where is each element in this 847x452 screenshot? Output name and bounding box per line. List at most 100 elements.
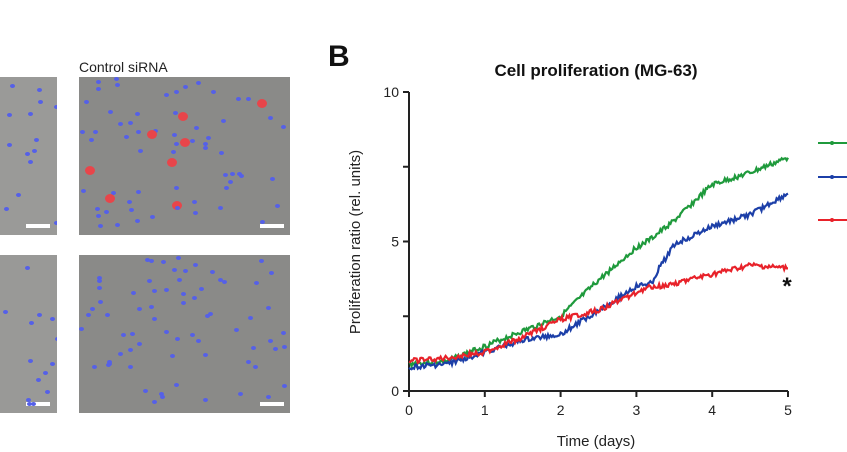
micrograph-top-left xyxy=(0,77,57,235)
x-tick-label: 4 xyxy=(708,402,716,418)
cell-nucleus xyxy=(105,194,116,204)
cell-nucleus xyxy=(118,121,124,126)
cell-nucleus xyxy=(151,289,157,294)
cell-nucleus xyxy=(117,352,123,357)
cell-nucleus xyxy=(202,142,208,147)
cell-nucleus xyxy=(6,113,12,118)
cell-nucleus xyxy=(106,359,112,364)
legend-marker-green xyxy=(830,141,834,145)
x-tick-label: 1 xyxy=(481,402,489,418)
cell-nucleus xyxy=(107,110,113,115)
cell-nucleus xyxy=(245,97,251,102)
cell-nucleus xyxy=(137,307,143,312)
cell-nucleus xyxy=(148,259,154,264)
cell-nucleus xyxy=(25,151,31,156)
cell-nucleus xyxy=(173,111,179,116)
cell-nucleus xyxy=(202,352,208,357)
cell-nucleus xyxy=(127,199,133,204)
scale-bar xyxy=(260,402,284,406)
cell-nucleus xyxy=(149,304,155,309)
cell-nucleus xyxy=(95,207,101,212)
cell-nucleus xyxy=(238,391,244,396)
cell-nucleus xyxy=(147,129,158,139)
cell-nucleus xyxy=(235,96,241,101)
cell-nucleus xyxy=(274,204,280,209)
cell-nucleus xyxy=(89,138,95,142)
cell-nucleus xyxy=(206,136,212,141)
cell-nucleus xyxy=(167,158,178,168)
cell-nucleus xyxy=(267,339,273,344)
cell-nucleus xyxy=(222,172,228,177)
x-tick-label: 5 xyxy=(784,402,792,418)
cell-nucleus xyxy=(135,218,141,223)
cell-nucleus xyxy=(266,395,272,400)
cell-nucleus xyxy=(250,345,256,350)
cell-nucleus xyxy=(150,214,156,219)
cell-nucleus xyxy=(55,337,57,342)
cell-nucleus xyxy=(10,84,16,89)
cell-nucleus xyxy=(260,220,266,225)
cell-nucleus xyxy=(111,191,117,196)
cell-nucleus xyxy=(161,259,167,264)
cell-nucleus xyxy=(182,268,188,273)
cell-nucleus xyxy=(171,132,177,137)
cell-nucleus xyxy=(164,288,170,293)
cell-nucleus xyxy=(171,150,177,155)
image-label: Control siRNA xyxy=(79,59,168,75)
cell-nucleus xyxy=(104,210,110,215)
cell-nucleus xyxy=(85,165,96,175)
cell-nucleus xyxy=(105,312,111,317)
cell-nucleus xyxy=(236,171,242,176)
cell-nucleus xyxy=(268,116,274,121)
cell-nucleus xyxy=(42,370,48,375)
legend-marker-red xyxy=(830,218,834,222)
cell-nucleus xyxy=(178,111,189,121)
cell-nucleus xyxy=(36,377,42,382)
cell-nucleus xyxy=(96,279,102,284)
cell-nucleus xyxy=(135,130,141,135)
cell-nucleus xyxy=(281,345,287,350)
legend-marker-blue xyxy=(830,175,834,179)
cell-nucleus xyxy=(158,391,164,396)
cell-nucleus xyxy=(127,120,133,125)
cell-nucleus xyxy=(218,205,224,210)
cell-nucleus xyxy=(230,171,236,176)
cell-nucleus xyxy=(281,331,287,336)
micrograph-bottom-left xyxy=(0,255,57,413)
cell-nucleus xyxy=(159,395,165,399)
cell-nucleus xyxy=(192,199,198,204)
micrograph-control-sirna-top xyxy=(79,77,290,235)
cell-nucleus xyxy=(84,99,90,104)
x-tick-label: 0 xyxy=(405,402,413,418)
cell-nucleus xyxy=(96,80,102,85)
series-line-green xyxy=(408,156,789,370)
cell-nucleus xyxy=(33,137,39,142)
scale-bar xyxy=(26,224,50,228)
cell-nucleus xyxy=(79,327,85,332)
cell-nucleus xyxy=(199,286,205,291)
cell-nucleus xyxy=(233,327,239,332)
cell-nucleus xyxy=(80,188,86,193)
cell-nucleus xyxy=(114,222,120,227)
cell-nucleus xyxy=(31,149,37,154)
cell-nucleus xyxy=(6,142,12,147)
cell-nucleus xyxy=(193,262,198,267)
cell-nucleus xyxy=(171,201,182,211)
cell-nucleus xyxy=(143,389,149,394)
cell-nucleus xyxy=(38,100,44,105)
cell-nucleus xyxy=(97,223,103,228)
cell-nucleus xyxy=(190,333,196,338)
cell-nucleus xyxy=(37,88,43,93)
cell-nucleus xyxy=(221,279,227,284)
cell-nucleus xyxy=(202,146,208,151)
cell-nucleus xyxy=(50,361,56,366)
cell-nucleus xyxy=(16,192,22,197)
cell-nucleus xyxy=(256,98,267,108)
x-axis-label: Time (days) xyxy=(557,433,636,450)
cell-nucleus xyxy=(31,401,37,406)
cell-nucleus xyxy=(175,255,181,260)
cell-nucleus xyxy=(4,207,10,212)
cell-nucleus xyxy=(91,364,97,369)
cell-nucleus xyxy=(130,332,136,337)
cell-nucleus xyxy=(266,305,272,310)
